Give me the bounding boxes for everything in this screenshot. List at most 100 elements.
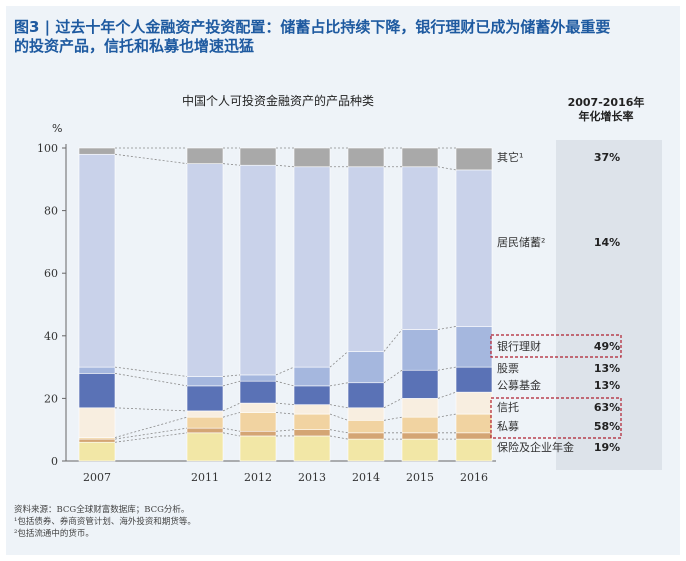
growth-value: 19%	[594, 441, 620, 454]
x-tick-label: 2015	[406, 471, 434, 484]
connector-line	[222, 163, 241, 166]
bar-segment	[78, 366, 116, 374]
series-label: 股票	[497, 362, 519, 375]
bar-segment	[455, 438, 493, 462]
heading-line-1: 图3 | 过去十年个人金融资产投资配置：储蓄占比持续下降，银行理财已成为储蓄外最…	[14, 18, 611, 36]
bar-segment	[347, 438, 385, 462]
footnote-1: ¹包括债券、券商资管计划、海外投资和期货等。	[14, 517, 196, 527]
bar-segment	[239, 435, 277, 462]
bar-segment	[401, 416, 439, 434]
bar-segment	[455, 432, 493, 440]
series-label: 其它¹	[497, 150, 523, 164]
bar-segment	[78, 147, 116, 155]
connector-line	[275, 412, 295, 415]
series-label: 私募	[497, 420, 519, 433]
y-tick-label: 60	[44, 267, 58, 280]
bar-segment	[455, 366, 493, 393]
connector-line	[329, 351, 349, 368]
connector-line	[437, 366, 457, 371]
connector-line	[222, 402, 241, 412]
series-label: 银行理财	[497, 339, 541, 353]
bar-segment	[186, 163, 224, 377]
bar-segment	[347, 407, 385, 421]
heading-line-2: 的投资产品，信托和私募也增速迅猛	[14, 37, 255, 55]
growth-header-line-2: 年化增长率	[578, 110, 634, 123]
bar-segment	[293, 385, 331, 405]
connector-line	[437, 391, 457, 399]
footnote-2: ²包括流通中的货币。	[14, 529, 94, 539]
bar-segment	[347, 147, 385, 168]
bar-segment	[401, 329, 439, 371]
series-label: 保险及企业年金	[497, 440, 574, 454]
bar-segment	[78, 441, 116, 462]
bar-segment	[239, 147, 277, 166]
bar-segment	[78, 153, 116, 368]
series-label: 公募基金	[497, 378, 541, 392]
bar-segment	[401, 166, 439, 330]
bar-segment	[239, 402, 277, 413]
bar-segment	[78, 407, 116, 438]
bar-segment	[239, 430, 277, 437]
bar-segment	[401, 432, 439, 440]
bar-segment	[186, 432, 224, 462]
bar-segment	[401, 438, 439, 462]
growth-value: 13%	[594, 362, 620, 375]
bar-segment	[401, 398, 439, 418]
bar-segment	[347, 420, 385, 434]
connector-line	[275, 380, 295, 387]
bar-segment	[401, 369, 439, 399]
connector-line	[222, 412, 241, 418]
x-tick-label: 2011	[191, 471, 219, 484]
footnotes: 资料来源：BCG全球财富数据库；BCG分析。 ¹包括债券、券商资管计划、海外投资…	[14, 504, 196, 540]
connector-line	[222, 432, 241, 437]
figure-heading: 图3 | 过去十年个人金融资产投资配置：储蓄占比持续下降，银行理财已成为储蓄外最…	[14, 18, 664, 56]
bar-segment	[401, 147, 439, 168]
connector-line	[329, 435, 349, 440]
growth-value: 58%	[594, 420, 620, 433]
bar-segment	[455, 169, 493, 327]
bar-segment	[239, 374, 277, 382]
connector-line	[114, 432, 188, 443]
x-tick-label: 2007	[83, 471, 111, 484]
bar-segment	[186, 410, 224, 418]
growth-value: 14%	[594, 236, 620, 249]
bar-segment	[455, 391, 493, 415]
bar-segment	[347, 382, 385, 409]
bar-segment	[293, 413, 331, 430]
connector-line	[383, 398, 403, 409]
bar-segment	[347, 432, 385, 440]
bar-segment	[293, 147, 331, 168]
y-tick-label: 0	[51, 455, 58, 468]
highlight-box-wealth-mgmt	[490, 334, 622, 358]
bar-segment	[186, 376, 224, 387]
connector-line	[329, 413, 349, 421]
bar-segment	[239, 380, 277, 404]
footnote-source: 资料来源：BCG全球财富数据库；BCG分析。	[14, 505, 190, 515]
bar-segment	[347, 351, 385, 384]
connector-line	[383, 329, 403, 352]
connector-line	[114, 427, 188, 440]
connector-line	[437, 326, 457, 330]
growth-header-line-1: 2007-2016年	[567, 96, 645, 109]
connector-line	[114, 153, 188, 165]
connector-line	[383, 369, 403, 384]
series-label: 信托	[497, 400, 519, 414]
bar-segment	[239, 164, 277, 376]
bar-segment	[293, 166, 331, 368]
connector-line	[437, 166, 457, 171]
chart-title: 中国个人可投资金融资产的产品种类	[181, 94, 374, 108]
x-tick-label: 2012	[244, 471, 272, 484]
bar-segment	[78, 438, 116, 443]
x-tick-label: 2013	[298, 471, 326, 484]
x-tick-label: 2016	[460, 471, 488, 484]
connector-line	[114, 416, 188, 438]
y-tick-label: 100	[37, 142, 58, 155]
bar-segment	[293, 435, 331, 462]
bar-segment	[239, 412, 277, 432]
connector-line	[114, 366, 188, 377]
connector-line	[275, 429, 295, 432]
bar-segment	[293, 429, 331, 437]
bar-segment	[186, 427, 224, 434]
y-tick-label: 40	[44, 330, 58, 343]
bar-segment	[293, 366, 331, 387]
